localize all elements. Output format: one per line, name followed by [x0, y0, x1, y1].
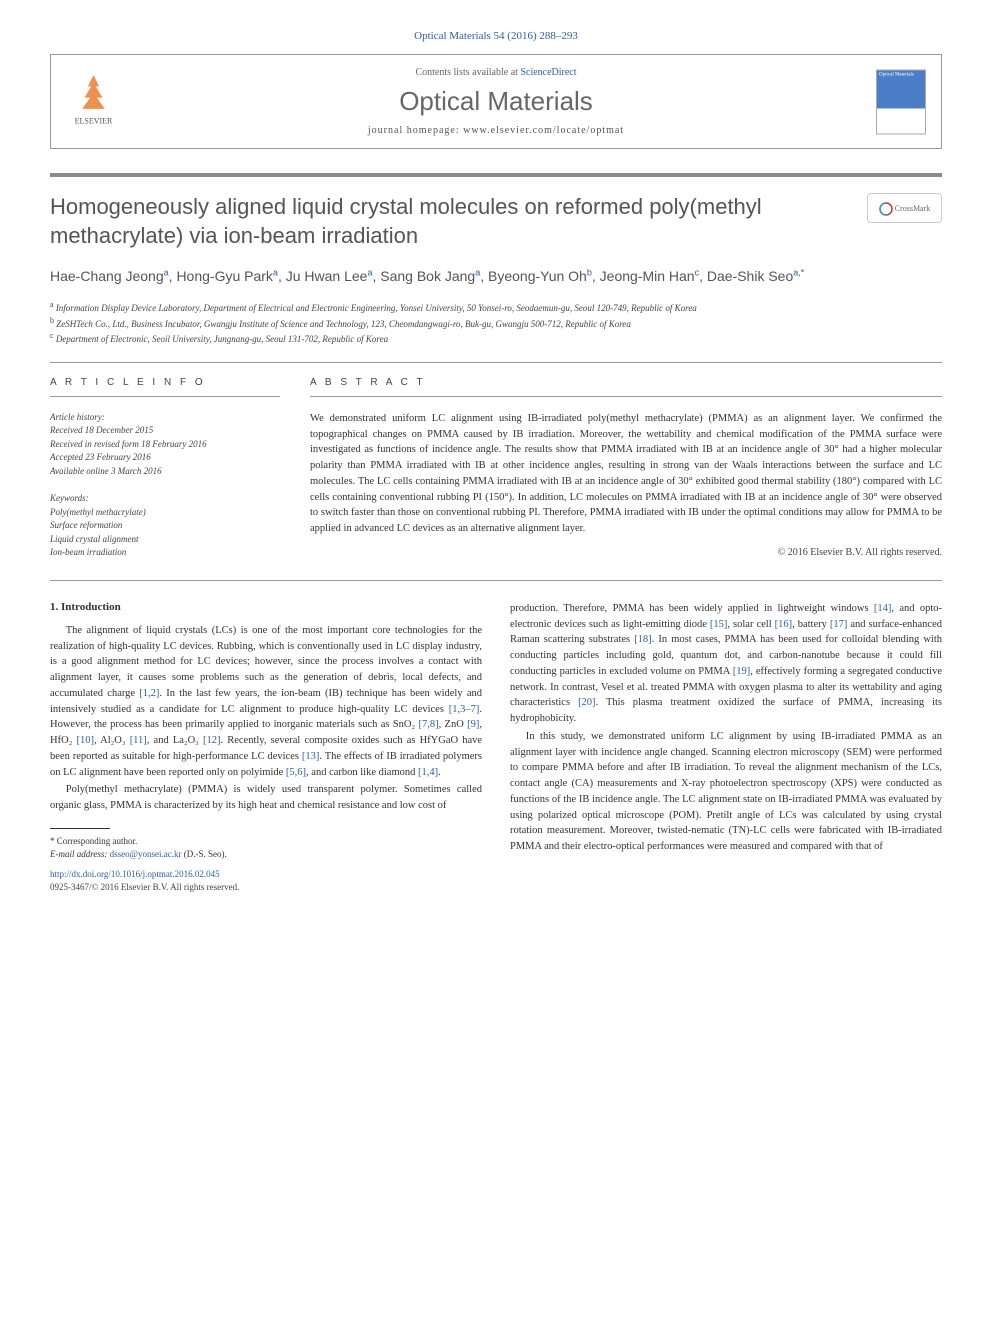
- body-column-left: 1. Introduction The alignment of liquid …: [50, 601, 482, 893]
- crossmark-icon: [879, 202, 893, 216]
- journal-homepage: journal homepage: www.elsevier.com/locat…: [71, 125, 921, 136]
- author: Hae-Chang Jeonga: [50, 268, 169, 284]
- body-rule: [50, 580, 942, 581]
- elsevier-logo: ELSEVIER: [66, 69, 121, 134]
- footer: http://dx.doi.org/10.1016/j.optmat.2016.…: [50, 868, 482, 893]
- history-item: Received in revised form 18 February 201…: [50, 438, 280, 452]
- elsevier-tree-icon: [71, 69, 116, 114]
- history-item: Available online 3 March 2016: [50, 465, 280, 479]
- article-history: Article history: Received 18 December 20…: [50, 411, 280, 479]
- body-columns: 1. Introduction The alignment of liquid …: [50, 601, 942, 893]
- history-item: Accepted 23 February 2016: [50, 451, 280, 465]
- ref-link[interactable]: [1,2]: [139, 688, 159, 699]
- article-title: Homogeneously aligned liquid crystal mol…: [50, 193, 942, 250]
- ref-link[interactable]: [11]: [130, 735, 147, 746]
- ref-link[interactable]: [10]: [76, 735, 94, 746]
- footnote-rule: [50, 828, 110, 829]
- info-rule-top: [50, 362, 942, 363]
- history-item: Received 18 December 2015: [50, 424, 280, 438]
- affiliation: c Department of Electronic, Seoil Univer…: [50, 330, 942, 346]
- ref-link[interactable]: [14]: [874, 603, 892, 614]
- journal-header: ELSEVIER Optical Materials Contents list…: [50, 54, 942, 149]
- keyword: Ion-beam irradiation: [50, 546, 280, 560]
- journal-ref-link[interactable]: Optical Materials 54 (2016) 288–293: [414, 30, 578, 42]
- journal-reference: Optical Materials 54 (2016) 288–293: [50, 30, 942, 42]
- affiliation: b ZeSHTech Co., Ltd., Business Incubator…: [50, 315, 942, 331]
- author: Jeong-Min Hanc: [600, 268, 699, 284]
- affiliation: a Information Display Device Laboratory,…: [50, 299, 942, 315]
- sciencedirect-link[interactable]: ScienceDirect: [520, 67, 576, 78]
- keyword: Liquid crystal alignment: [50, 533, 280, 547]
- article-info-heading: A R T I C L E I N F O: [50, 377, 280, 388]
- ref-link[interactable]: [9]: [467, 719, 479, 730]
- ref-link[interactable]: [13]: [302, 751, 320, 762]
- body-text-left: The alignment of liquid crystals (LCs) i…: [50, 623, 482, 814]
- ref-link[interactable]: [20]: [578, 697, 596, 708]
- email-link[interactable]: dsseo@yonsei.ac.kr: [110, 849, 182, 859]
- ref-link[interactable]: [17]: [830, 619, 848, 630]
- abstract-text: We demonstrated uniform LC alignment usi…: [310, 411, 942, 537]
- ref-link[interactable]: [1,3–7]: [449, 704, 480, 715]
- elsevier-text: ELSEVIER: [66, 116, 121, 125]
- keyword: Poly(methyl methacrylate): [50, 506, 280, 520]
- authors: Hae-Chang Jeonga, Hong-Gyu Parka, Ju Hwa…: [50, 266, 942, 287]
- crossmark-badge[interactable]: CrossMark: [867, 193, 942, 223]
- doi-link[interactable]: http://dx.doi.org/10.1016/j.optmat.2016.…: [50, 869, 220, 879]
- info-section: A R T I C L E I N F O Article history: R…: [50, 377, 942, 560]
- author: Ju Hwan Leea: [286, 268, 373, 284]
- author: Hong-Gyu Parka: [176, 268, 278, 284]
- ref-link[interactable]: [16]: [775, 619, 793, 630]
- abstract-copyright: © 2016 Elsevier B.V. All rights reserved…: [310, 547, 942, 558]
- ref-link[interactable]: [19]: [733, 666, 751, 677]
- author: Dae-Shik Seoa,*: [707, 268, 804, 284]
- contents-line: Contents lists available at ScienceDirec…: [71, 67, 921, 78]
- info-rule-right: [310, 396, 942, 397]
- body-text-right: production. Therefore, PMMA has been wid…: [510, 601, 942, 855]
- ref-link[interactable]: [7,8]: [418, 719, 438, 730]
- author: Sang Bok Janga: [380, 268, 480, 284]
- affiliations: a Information Display Device Laboratory,…: [50, 299, 942, 346]
- keyword: Surface reformation: [50, 519, 280, 533]
- ref-link[interactable]: [1,4]: [418, 767, 438, 778]
- author: Byeong-Yun Ohb: [488, 268, 592, 284]
- keywords: Keywords: Poly(methyl methacrylate)Surfa…: [50, 492, 280, 560]
- abstract-heading: A B S T R A C T: [310, 377, 942, 388]
- title-rule: [50, 173, 942, 177]
- ref-link[interactable]: [15]: [710, 619, 728, 630]
- ref-link[interactable]: [5,6]: [286, 767, 306, 778]
- homepage-url[interactable]: www.elsevier.com/locate/optmat: [463, 125, 624, 136]
- info-rule-left: [50, 396, 280, 397]
- journal-title: Optical Materials: [71, 86, 921, 117]
- ref-link[interactable]: [18]: [634, 634, 652, 645]
- ref-link[interactable]: [12]: [203, 735, 221, 746]
- footnote: * Corresponding author. E-mail address: …: [50, 835, 482, 860]
- journal-cover-thumbnail: Optical Materials: [876, 69, 926, 134]
- section-heading: 1. Introduction: [50, 601, 482, 613]
- body-column-right: production. Therefore, PMMA has been wid…: [510, 601, 942, 893]
